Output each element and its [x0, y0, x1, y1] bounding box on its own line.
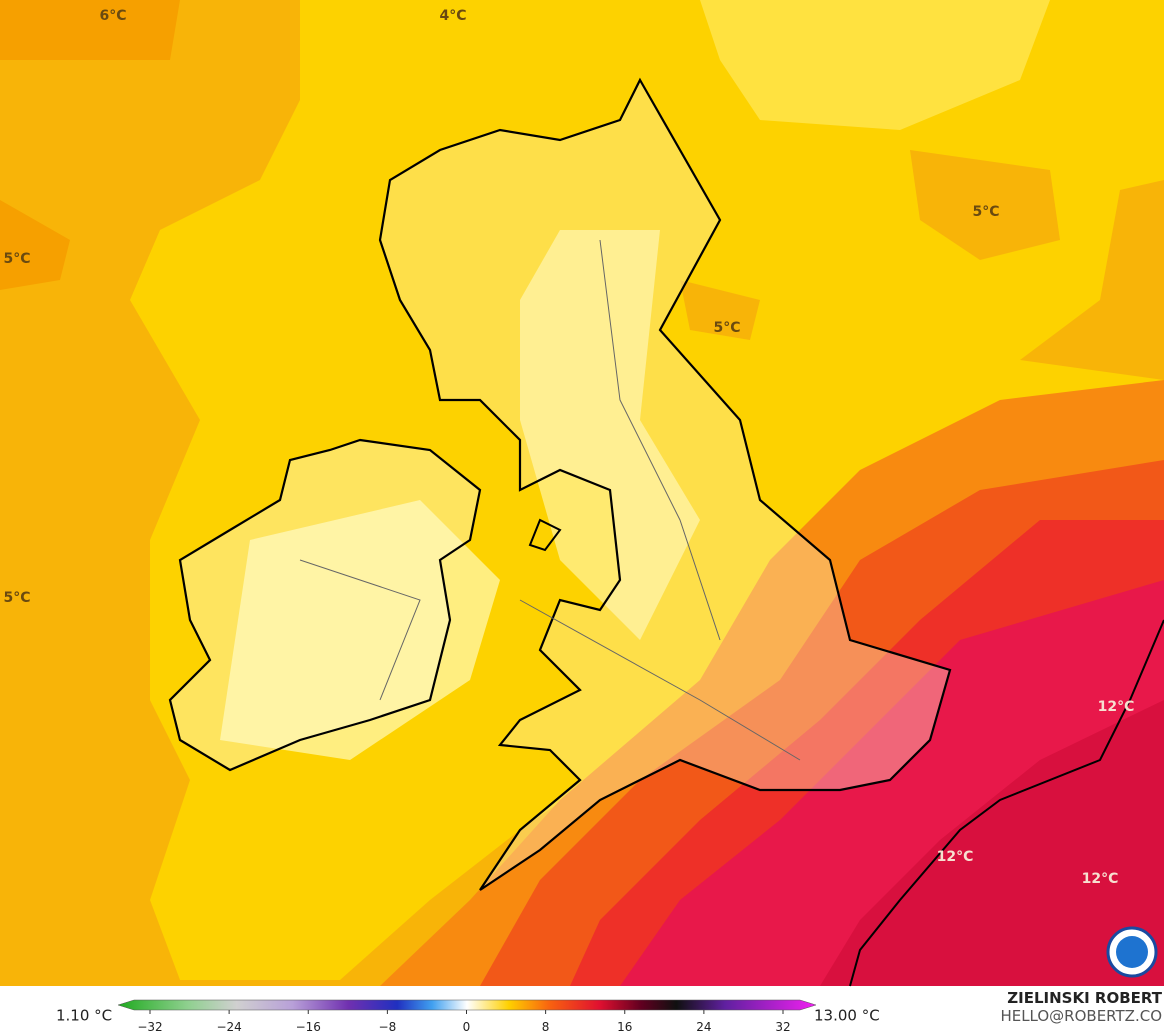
credit-email: HELLO@ROBERTZ.CO: [1000, 1007, 1162, 1025]
colorbar-min: 1.10 °C: [56, 1007, 112, 1025]
colorbar-tick-label: −16: [296, 1020, 321, 1034]
colorbar-tick-label: 32: [775, 1020, 790, 1034]
map: 6°C 4°C 5°C 5°C 5°C 5°C 12°C 12°C 12°C: [0, 0, 1164, 987]
map-label: 5°C: [713, 320, 740, 336]
colorbar: 1.10 °C 13.00 °C −32 −24 −16 −8 0 8 16 24 32: [56, 999, 880, 1034]
map-label: 5°C: [972, 204, 999, 220]
colorbar-tick-label: −24: [216, 1020, 241, 1034]
map-label: 5°C: [3, 251, 30, 267]
map-label: 6°C: [99, 8, 126, 24]
colorbar-tick-label: −32: [137, 1020, 162, 1034]
colorbar-tick-label: 8: [542, 1020, 550, 1034]
colorbar-tick-label: 0: [463, 1020, 471, 1034]
colorbar-tick-label: −8: [379, 1020, 397, 1034]
credit-name: ZIELINSKI ROBERT: [1007, 989, 1162, 1007]
map-label: 5°C: [3, 590, 30, 606]
map-label: 4°C: [439, 8, 466, 24]
map-label: 12°C: [1082, 871, 1119, 887]
map-label: 12°C: [1098, 699, 1135, 715]
colorbar-tick-label: 16: [617, 1020, 632, 1034]
colorbar-tick-label: 24: [696, 1020, 711, 1034]
colorbar-max: 13.00 °C: [814, 1007, 880, 1025]
map-label: 12°C: [937, 849, 974, 865]
logo-inner: [1116, 936, 1148, 968]
